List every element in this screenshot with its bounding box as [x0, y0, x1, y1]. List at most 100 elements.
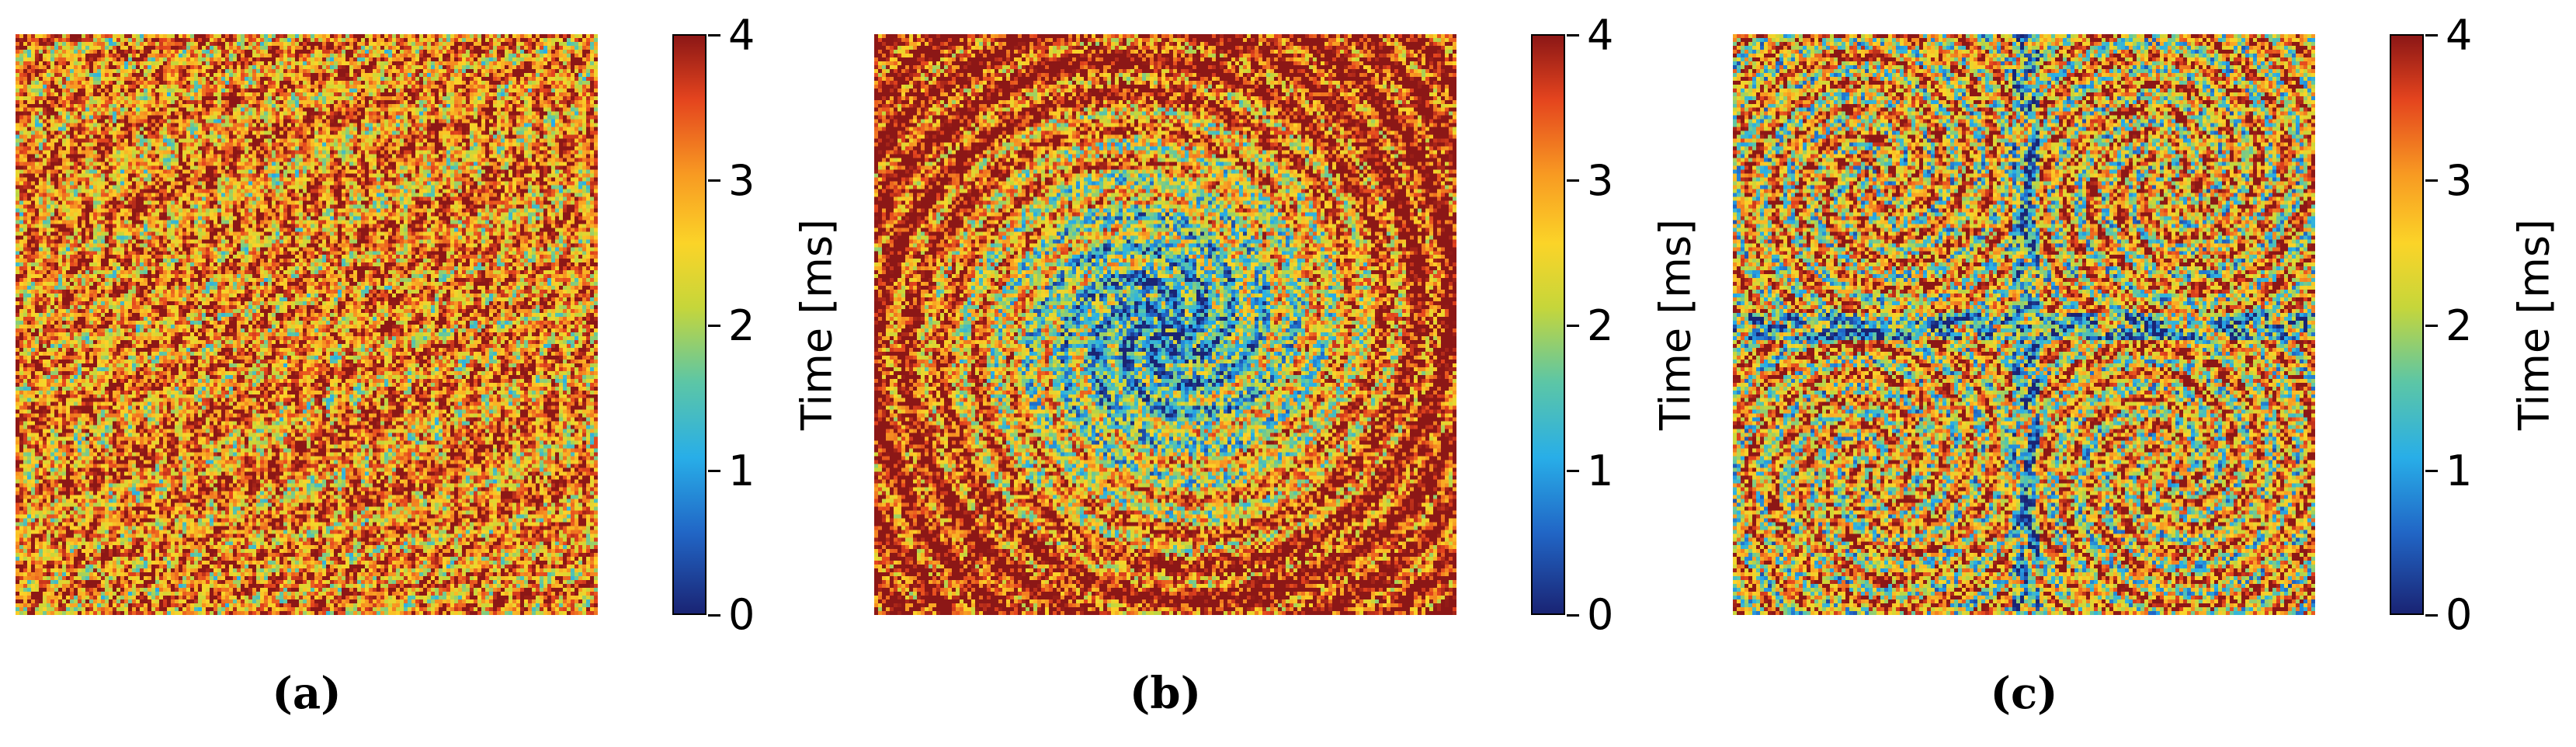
heatmap-cell	[392, 158, 396, 162]
heatmap-cell	[342, 112, 345, 116]
heatmap-cell	[555, 139, 559, 143]
heatmap-cell	[229, 89, 233, 92]
heatmap-cell	[283, 92, 287, 96]
heatmap-cell	[159, 155, 163, 158]
heatmap-cell	[159, 143, 163, 147]
heatmap-cell	[144, 135, 148, 139]
heatmap-cell	[446, 89, 450, 92]
heatmap-cell	[555, 89, 559, 92]
heatmap-cell	[505, 116, 509, 120]
heatmap-cell	[547, 85, 551, 89]
heatmap-cell	[540, 139, 543, 143]
heatmap-cell	[50, 92, 54, 96]
heatmap-cell	[411, 108, 415, 112]
heatmap-cell	[474, 147, 477, 151]
heatmap-cell	[279, 135, 283, 139]
heatmap-cell	[578, 127, 582, 131]
heatmap-cell	[540, 50, 543, 54]
heatmap-cell	[334, 135, 338, 139]
heatmap-cell	[233, 34, 237, 38]
heatmap-cell	[516, 61, 520, 65]
heatmap-cell	[217, 151, 221, 155]
heatmap-cell	[326, 147, 330, 151]
heatmap-cell	[322, 73, 326, 77]
heatmap-cell	[497, 100, 501, 104]
heatmap-cell	[276, 135, 279, 139]
heatmap-cell	[225, 123, 229, 127]
heatmap-cell	[50, 143, 54, 147]
heatmap-cell	[501, 73, 505, 77]
heatmap-cell	[377, 77, 380, 81]
heatmap-cell	[136, 54, 140, 57]
heatmap-cell	[241, 143, 245, 147]
heatmap-cell	[287, 69, 291, 73]
heatmap-cell	[140, 104, 144, 108]
heatmap-cell	[334, 96, 338, 100]
heatmap-cell	[559, 135, 563, 139]
heatmap-cell	[120, 34, 124, 38]
heatmap-cell	[528, 108, 532, 112]
heatmap-cell	[326, 77, 330, 81]
heatmap-cell	[443, 61, 446, 65]
heatmap-cell	[54, 77, 58, 81]
heatmap-cell	[540, 127, 543, 131]
heatmap-cell	[446, 116, 450, 120]
heatmap-cell	[454, 77, 458, 81]
heatmap-cell	[299, 108, 303, 112]
heatmap-cell	[342, 54, 345, 57]
heatmap-cell	[136, 123, 140, 127]
heatmap-cell	[427, 100, 431, 104]
heatmap-cell	[97, 61, 101, 65]
heatmap-cell	[520, 116, 524, 120]
heatmap-cell	[291, 92, 295, 96]
heatmap-cell	[35, 139, 39, 143]
heatmap-cell	[66, 151, 70, 155]
heatmap-cell	[186, 162, 190, 166]
heatmap-cell	[311, 131, 314, 135]
heatmap-cell	[194, 135, 198, 139]
heatmap-cell	[268, 139, 272, 143]
heatmap-cell	[415, 57, 419, 61]
heatmap-cell	[252, 50, 256, 54]
heatmap-cell	[470, 112, 474, 116]
heatmap-cell	[256, 69, 260, 73]
heatmap-cell	[474, 81, 477, 85]
heatmap-cell	[384, 158, 388, 162]
heatmap-cell	[163, 34, 167, 38]
heatmap-cell	[501, 65, 505, 69]
heatmap-cell	[241, 123, 245, 127]
heatmap-cell	[365, 143, 369, 147]
heatmap-cell	[334, 151, 338, 155]
heatmap-cell	[509, 123, 512, 127]
heatmap-cell	[322, 127, 326, 131]
heatmap-cell	[493, 54, 497, 57]
heatmap-cell	[404, 131, 408, 135]
heatmap-cell	[334, 42, 338, 46]
heatmap-cell	[590, 100, 594, 104]
heatmap-cell	[58, 54, 62, 57]
heatmap-cell	[575, 104, 578, 108]
heatmap-cell	[547, 92, 551, 96]
heatmap-cell	[408, 139, 411, 143]
heatmap-cell	[120, 127, 124, 131]
heatmap-cell	[206, 139, 210, 143]
heatmap-cell	[105, 155, 109, 158]
heatmap-cell	[392, 85, 396, 89]
heatmap-cell	[202, 139, 206, 143]
heatmap-cell	[466, 57, 470, 61]
heatmap-cell	[116, 89, 120, 92]
heatmap-cell	[159, 77, 163, 81]
heatmap-cell	[373, 116, 377, 120]
heatmap-cell	[287, 50, 291, 54]
heatmap-cell	[50, 100, 54, 104]
heatmap-cell	[380, 104, 384, 108]
heatmap-cell	[532, 81, 536, 85]
heatmap-cell	[369, 158, 373, 162]
heatmap-cell	[202, 85, 206, 89]
heatmap-cell	[163, 46, 167, 50]
heatmap-cell	[109, 147, 113, 151]
heatmap-cell	[229, 120, 233, 123]
heatmap-cell	[109, 81, 113, 85]
heatmap-cell	[256, 77, 260, 81]
heatmap-cell	[458, 158, 462, 162]
